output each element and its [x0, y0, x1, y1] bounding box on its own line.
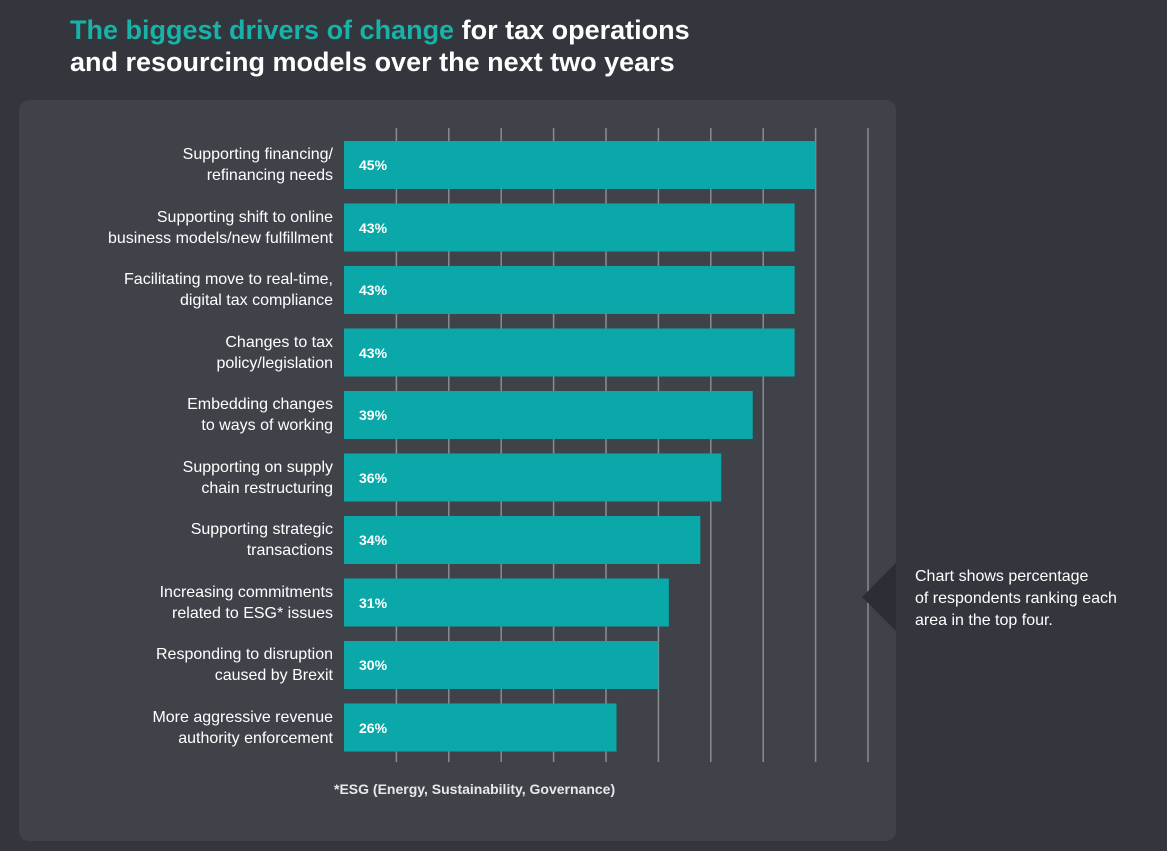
category-label: More aggressive revenue authority enforce…: [33, 707, 333, 749]
category-label-line: chain restructuring: [201, 479, 333, 497]
title-rest: for tax operations: [454, 15, 690, 45]
bar: [344, 703, 617, 752]
category-label-line: Increasing commitments: [159, 583, 333, 601]
category-label: Increasing commitments related to ESG* is…: [33, 582, 333, 624]
bar: [344, 578, 669, 627]
bar-value-label: 39%: [359, 407, 388, 423]
category-label: Supporting financing/refinancing needs: [33, 144, 333, 186]
bar-value-label: 26%: [359, 719, 388, 736]
bar-value-label: 43%: [359, 282, 388, 298]
category-label-line: Supporting strategic: [190, 521, 333, 538]
category-label-line: Responding to disruption: [155, 646, 333, 663]
category-label: Facilitating move to real-time, digital t…: [33, 269, 333, 311]
category-label: Supporting strategic transactions: [33, 519, 333, 561]
bar-value-label: 43%: [359, 344, 388, 361]
category-label-line: business models/new fulfillment: [108, 229, 333, 247]
category-label: Responding to disruption caused by Brexit: [33, 644, 333, 686]
category-label-line: refinancing needs: [206, 167, 333, 184]
note-pointer: [862, 563, 896, 631]
bar-value-label: 43%: [359, 219, 388, 236]
note-line: of respondents ranking each: [915, 590, 1117, 607]
category-label-line: policy/legislation: [216, 354, 333, 372]
bar: [344, 641, 659, 689]
bar: [344, 141, 816, 189]
category-label-line: Supporting shift to online: [156, 208, 333, 226]
bar: [344, 328, 795, 377]
bar-value-label: 31%: [359, 594, 388, 611]
category-label-line: to ways of working: [201, 417, 333, 434]
note-line: Chart shows percentage: [915, 568, 1089, 585]
bar: [344, 203, 795, 252]
footnote: *ESG (Energy, Sustainability, Governance…: [334, 781, 616, 797]
category-label-line: related to ESG* issues: [172, 604, 333, 622]
bar: [344, 516, 701, 564]
category-label-line: More aggressive revenue: [152, 708, 333, 726]
category-label-line: transactions: [246, 542, 333, 559]
bar: [344, 391, 753, 439]
title-highlight: The biggest drivers of change: [70, 15, 455, 45]
category-label-line: digital tax compliance: [180, 292, 333, 309]
category-label-line: authority enforcement: [178, 729, 333, 747]
title-line-2: and resourcing models over the next two …: [70, 47, 675, 77]
chart-title: The biggest drivers of change for tax op…: [70, 14, 970, 78]
category-label-line: Changes to tax: [225, 333, 333, 351]
category-label-line: Facilitating move to real-time,: [124, 271, 333, 288]
bar-value-label: 30%: [359, 657, 388, 673]
chart-note: Chart shows percentage of respondents ra…: [915, 566, 1155, 632]
bar-value-label: 36%: [359, 469, 388, 486]
bar-value-label: 34%: [359, 532, 388, 548]
bar: [344, 453, 722, 502]
category-label: Supporting on supply chain restructuring: [33, 457, 333, 499]
category-label-line: Supporting on supply: [182, 458, 333, 476]
category-label: Embedding changes to ways of working: [33, 394, 333, 436]
category-label-line: Supporting financing/: [182, 146, 333, 163]
category-label: Supporting shift to online business model…: [33, 207, 333, 249]
category-label-line: caused by Brexit: [214, 667, 333, 684]
category-label-line: Embedding changes: [187, 396, 333, 413]
category-label: Changes to tax policy/legislation: [33, 332, 333, 374]
note-line: area in the top four.: [915, 612, 1053, 629]
bar: [344, 266, 795, 314]
bar-value-label: 45%: [359, 157, 388, 173]
